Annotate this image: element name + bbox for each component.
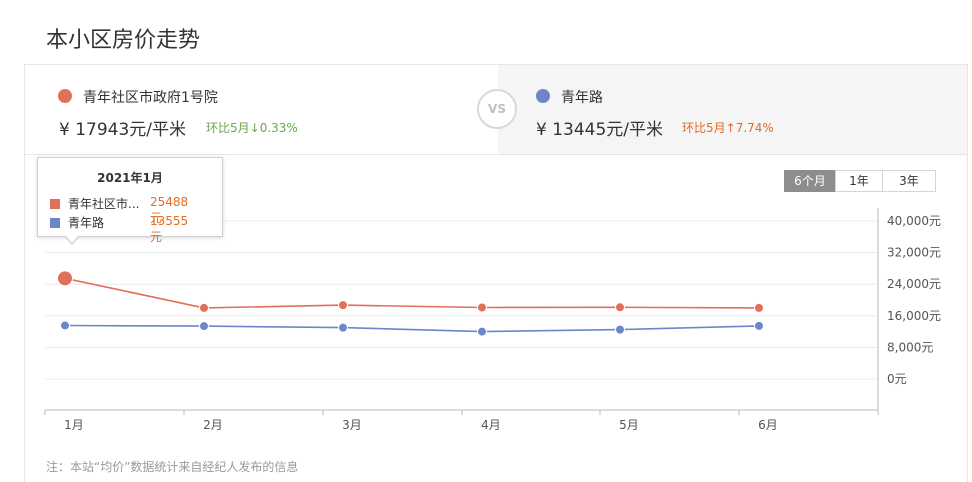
y-tick-label: 0元 [887,372,907,386]
data-point [754,320,764,331]
tooltip-title: 2021年1月 [97,171,163,185]
x-tick-label: 4月 [481,418,501,432]
x-tick-label: 2月 [203,418,223,432]
district-price: ¥ 13445元/平米 [536,120,664,140]
trend-panel [24,64,968,482]
district-change: 环比5月↑7.74% [682,121,774,135]
legend-swatch-icon [50,218,60,228]
legend-swatch-icon [50,199,60,209]
vs-badge: VS [477,89,517,129]
range-button[interactable]: 3年 [882,170,936,192]
tooltip-row: 青年社区市... 25488元 [50,195,188,225]
footnote: 注：本站“均价”数据统计来自经纪人发布的信息 [46,460,299,474]
x-tick-label: 1月 [64,418,84,432]
series-line [64,324,760,333]
x-tick-label: 6月 [758,418,778,432]
compare-left-card: 青年社区市政府1号院 ¥ 17943元/平米 环比5月↓0.33% [25,65,497,154]
chart-tooltip: 2021年1月 青年社区市... 25488元 青年路 13555元 [37,157,223,244]
y-tick-label: 24,000元 [887,277,941,291]
community-change: 环比5月↓0.33% [206,121,298,135]
data-point [615,324,625,335]
x-tick-label: 5月 [619,418,639,432]
data-point [199,321,209,332]
data-point [199,302,209,313]
tooltip-row: 青年路 13555元 [50,214,188,244]
y-tick-label: 40,000元 [887,214,941,228]
district-name: 青年路 [561,90,603,106]
data-point [615,302,625,313]
tooltip-series-value: 25488元 [150,195,189,225]
series-dot-icon [536,89,550,103]
compare-right-card: 青年路 ¥ 13445元/平米 环比5月↑7.74% [498,65,967,154]
range-selector: 6个月 1年 3年 [784,170,936,192]
y-tick-label: 32,000元 [887,246,941,260]
data-point [60,320,70,331]
y-tick-label: 16,000元 [887,309,941,323]
data-point [754,302,764,313]
y-tick-label: 8,000元 [887,340,933,354]
series-dot-icon [58,89,72,103]
data-point [338,300,348,311]
tooltip-series-name: 青年社区市... [68,197,140,211]
community-name: 青年社区市政府1号院 [83,90,218,106]
page-title: 本小区房价走势 [46,28,201,53]
community-price: ¥ 17943元/平米 [59,120,187,140]
data-point [338,322,348,333]
divider [25,154,967,155]
series-line [64,277,760,309]
tooltip-series-name: 青年路 [68,216,105,230]
data-point [477,326,487,337]
tooltip-series-value: 13555元 [150,214,189,244]
data-point [57,270,73,287]
tooltip-arrow-inner [65,235,79,243]
data-point [477,302,487,313]
x-tick-label: 3月 [342,418,362,432]
range-button[interactable]: 6个月 [784,170,836,192]
